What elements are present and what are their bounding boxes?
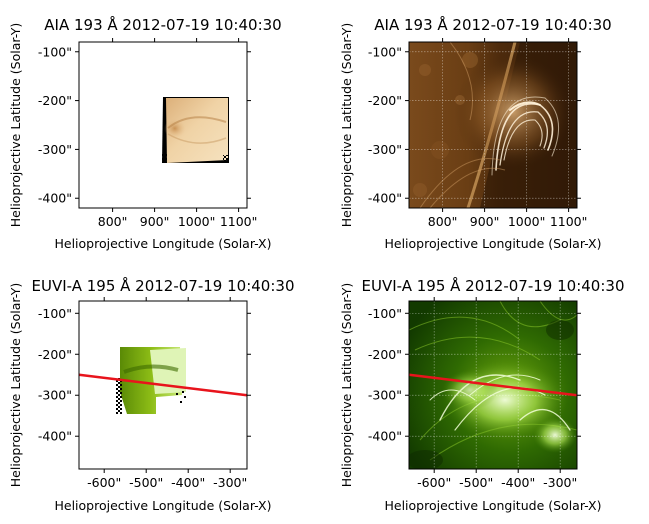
- y-axis-label: Helioprojective Latitude (Solar-Y): [339, 283, 354, 488]
- y-tick-label: -200": [38, 93, 72, 108]
- y-tick-label: -400": [368, 191, 402, 206]
- y-tick-label: -400": [368, 429, 402, 444]
- x-axis-label: Helioprojective Longitude (Solar-X): [54, 498, 271, 513]
- axes-ticks: -600" -500" -400" -300" -100" -200" -300" -400": [368, 297, 581, 490]
- y-tick-label: -200": [368, 347, 402, 362]
- y-tick-label: -100": [38, 306, 72, 321]
- x-tick-label: 1000": [178, 214, 216, 229]
- red-line: [408, 373, 578, 397]
- axes-ticks: -600" -500" -400" -300" -100" -200" -300" -400": [38, 297, 251, 490]
- panel-aia-reprojected: 800" 900" 1000" 1100" -100" -200" -300" -400" A…: [8, 15, 282, 251]
- x-axis-label: Helioprojective Longitude (Solar-X): [54, 236, 271, 251]
- y-tick-label: -400": [38, 191, 72, 206]
- panel-aia-full: 800" 900" 1000" 1100" -100" -200" -300" -400" A…: [339, 15, 612, 251]
- y-tick-label: -300": [38, 142, 72, 157]
- axes-ticks: 800" 900" 1000" 1100" -100" -200" -300" -400": [368, 38, 588, 229]
- x-tick-label: 1100": [550, 214, 588, 229]
- x-tick-label: -600": [87, 475, 121, 490]
- axes-frame: [78, 300, 248, 470]
- axes-frame: [408, 41, 578, 209]
- y-tick-label: -200": [38, 347, 72, 362]
- aia-image: [409, 42, 577, 208]
- x-tick-label: 800": [428, 214, 458, 229]
- panel-euvi-reprojected: -600" -500" -400" -300" -100" -200" -300" -400"…: [8, 276, 295, 513]
- y-tick-label: -200": [368, 93, 402, 108]
- red-line: [78, 373, 248, 397]
- axes-ticks: 800" 900" 1000" 1100" -100" -200" -300" -400": [38, 38, 258, 229]
- y-tick-label: -400": [38, 429, 72, 444]
- y-axis-label: Helioprojective Latitude (Solar-Y): [8, 23, 23, 228]
- y-tick-label: -300": [38, 388, 72, 403]
- grid-lines: [409, 301, 577, 469]
- x-tick-label: -500": [129, 475, 163, 490]
- y-tick-label: -300": [368, 142, 402, 157]
- panel-title: AIA 193 Å 2012-07-19 10:40:30: [44, 15, 281, 34]
- y-tick-label: -100": [38, 44, 72, 59]
- red-line-segment: [408, 373, 578, 397]
- x-tick-label: 900": [470, 214, 500, 229]
- y-axis-label: Helioprojective Latitude (Solar-Y): [339, 23, 354, 228]
- x-tick-label: 1000": [508, 214, 546, 229]
- y-axis-label: Helioprojective Latitude (Solar-Y): [8, 283, 23, 488]
- x-tick-label: 1100": [220, 214, 258, 229]
- aia-patch-image: [162, 97, 229, 163]
- y-tick-label: -100": [368, 306, 402, 321]
- y-tick-label: -300": [368, 388, 402, 403]
- x-axis-label: Helioprojective Longitude (Solar-X): [384, 498, 601, 513]
- x-tick-label: 900": [140, 214, 170, 229]
- x-tick-label: -300": [213, 475, 247, 490]
- x-tick-label: -300": [543, 475, 577, 490]
- axes-frame: [408, 300, 578, 470]
- grid-lines: [409, 42, 577, 208]
- panel-title: EUVI-A 195 Å 2012-07-19 10:40:30: [362, 276, 625, 295]
- panel-title: AIA 193 Å 2012-07-19 10:40:30: [374, 15, 611, 34]
- x-tick-label: 800": [98, 214, 128, 229]
- axes-frame: [78, 41, 248, 209]
- x-axis-label: Helioprojective Longitude (Solar-X): [384, 236, 601, 251]
- x-tick-label: -600": [417, 475, 451, 490]
- panel-title: EUVI-A 195 Å 2012-07-19 10:40:30: [32, 276, 295, 295]
- red-line-segment: [78, 373, 248, 397]
- x-tick-label: -500": [459, 475, 493, 490]
- euvi-patch-image: [116, 347, 186, 414]
- x-tick-label: -400": [171, 475, 205, 490]
- panel-euvi-full: -600" -500" -400" -300" -100" -200" -300" -400"…: [339, 276, 625, 513]
- y-tick-label: -100": [368, 44, 402, 59]
- x-tick-label: -400": [501, 475, 535, 490]
